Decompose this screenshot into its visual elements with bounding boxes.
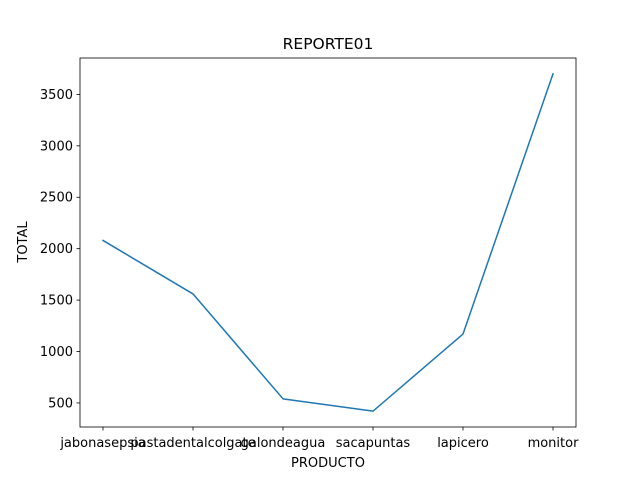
x-tick-label: lapicero — [437, 436, 489, 451]
y-tick-label: 3500 — [40, 88, 73, 103]
y-tick-label: 3000 — [40, 139, 73, 154]
y-axis-ticks: 500 1000 1500 2000 2500 3000 3500 — [40, 88, 80, 411]
x-tick-label: monitor — [528, 436, 580, 451]
x-axis-label: PRODUCTO — [291, 456, 365, 471]
x-axis-ticks: jabonasepsiapastadentalcolgategalondeagu… — [59, 427, 579, 451]
x-tick-label: galondeagua — [241, 436, 326, 451]
x-tick-label: sacapuntas — [336, 436, 411, 451]
plot-frame — [79, 57, 577, 428]
y-tick-label: 1000 — [40, 345, 73, 360]
series-line — [101, 72, 554, 412]
y-tick-label: 2500 — [40, 191, 73, 206]
x-tick-label: jabonasepsia — [59, 436, 145, 451]
y-axis-label: TOTAL — [16, 221, 31, 264]
y-tick-label: 2000 — [40, 242, 73, 257]
plot-background — [80, 58, 576, 427]
x-tick-label: pastadentalcolgate — [130, 436, 255, 451]
y-tick-label: 1500 — [40, 294, 73, 309]
y-tick-label: 500 — [48, 396, 73, 411]
chart-title: REPORTE01 — [283, 35, 374, 53]
